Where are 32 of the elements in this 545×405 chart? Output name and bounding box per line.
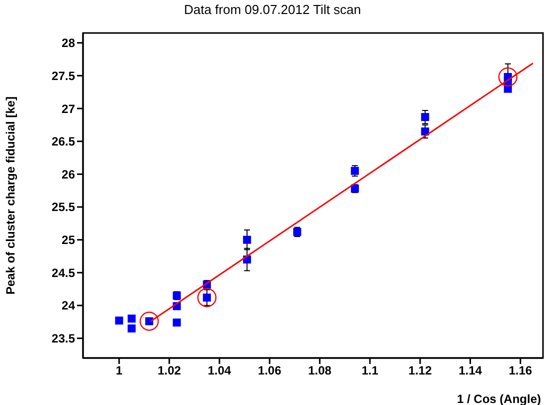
y-tick-label: 24.5 <box>52 266 76 280</box>
x-tick-label: 1.06 <box>258 364 282 378</box>
x-tick-label: 1 <box>116 364 123 378</box>
x-tick-label: 1.14 <box>458 364 482 378</box>
point <box>421 113 430 122</box>
y-tick-label: 26 <box>62 167 76 182</box>
point <box>243 236 252 244</box>
point <box>140 312 159 331</box>
y-tick-label: 25 <box>62 233 76 248</box>
y-tick-label: 27 <box>62 102 76 116</box>
point <box>115 316 124 325</box>
y-tick-label: 27.5 <box>52 68 76 83</box>
x-tick-label: 1.1 <box>362 364 379 378</box>
y-tick-label: 24 <box>62 298 76 313</box>
x-tick-label: 1.04 <box>208 364 232 378</box>
point <box>197 288 217 308</box>
chart-title: Data from 09.07.2012 Tilt scan <box>182 2 362 17</box>
point <box>128 314 136 323</box>
y-tick-label: 23.5 <box>52 332 76 346</box>
point <box>172 318 181 327</box>
y-tick-label: 28 <box>62 36 76 50</box>
y-tick-label: 26.5 <box>52 134 76 149</box>
x-tick-label: 1.16 <box>508 364 532 378</box>
y-axis-title: Peak of cluster charge fiducial [ke] <box>3 96 18 295</box>
point <box>128 324 136 332</box>
point <box>350 166 359 175</box>
x-tick-label: 1.02 <box>158 364 182 378</box>
point <box>421 127 430 136</box>
x-tick-label: 1.08 <box>308 364 332 378</box>
x-tick-label: 1.12 <box>408 364 432 378</box>
point <box>498 67 518 87</box>
y-tick-label: 25.5 <box>52 200 76 214</box>
